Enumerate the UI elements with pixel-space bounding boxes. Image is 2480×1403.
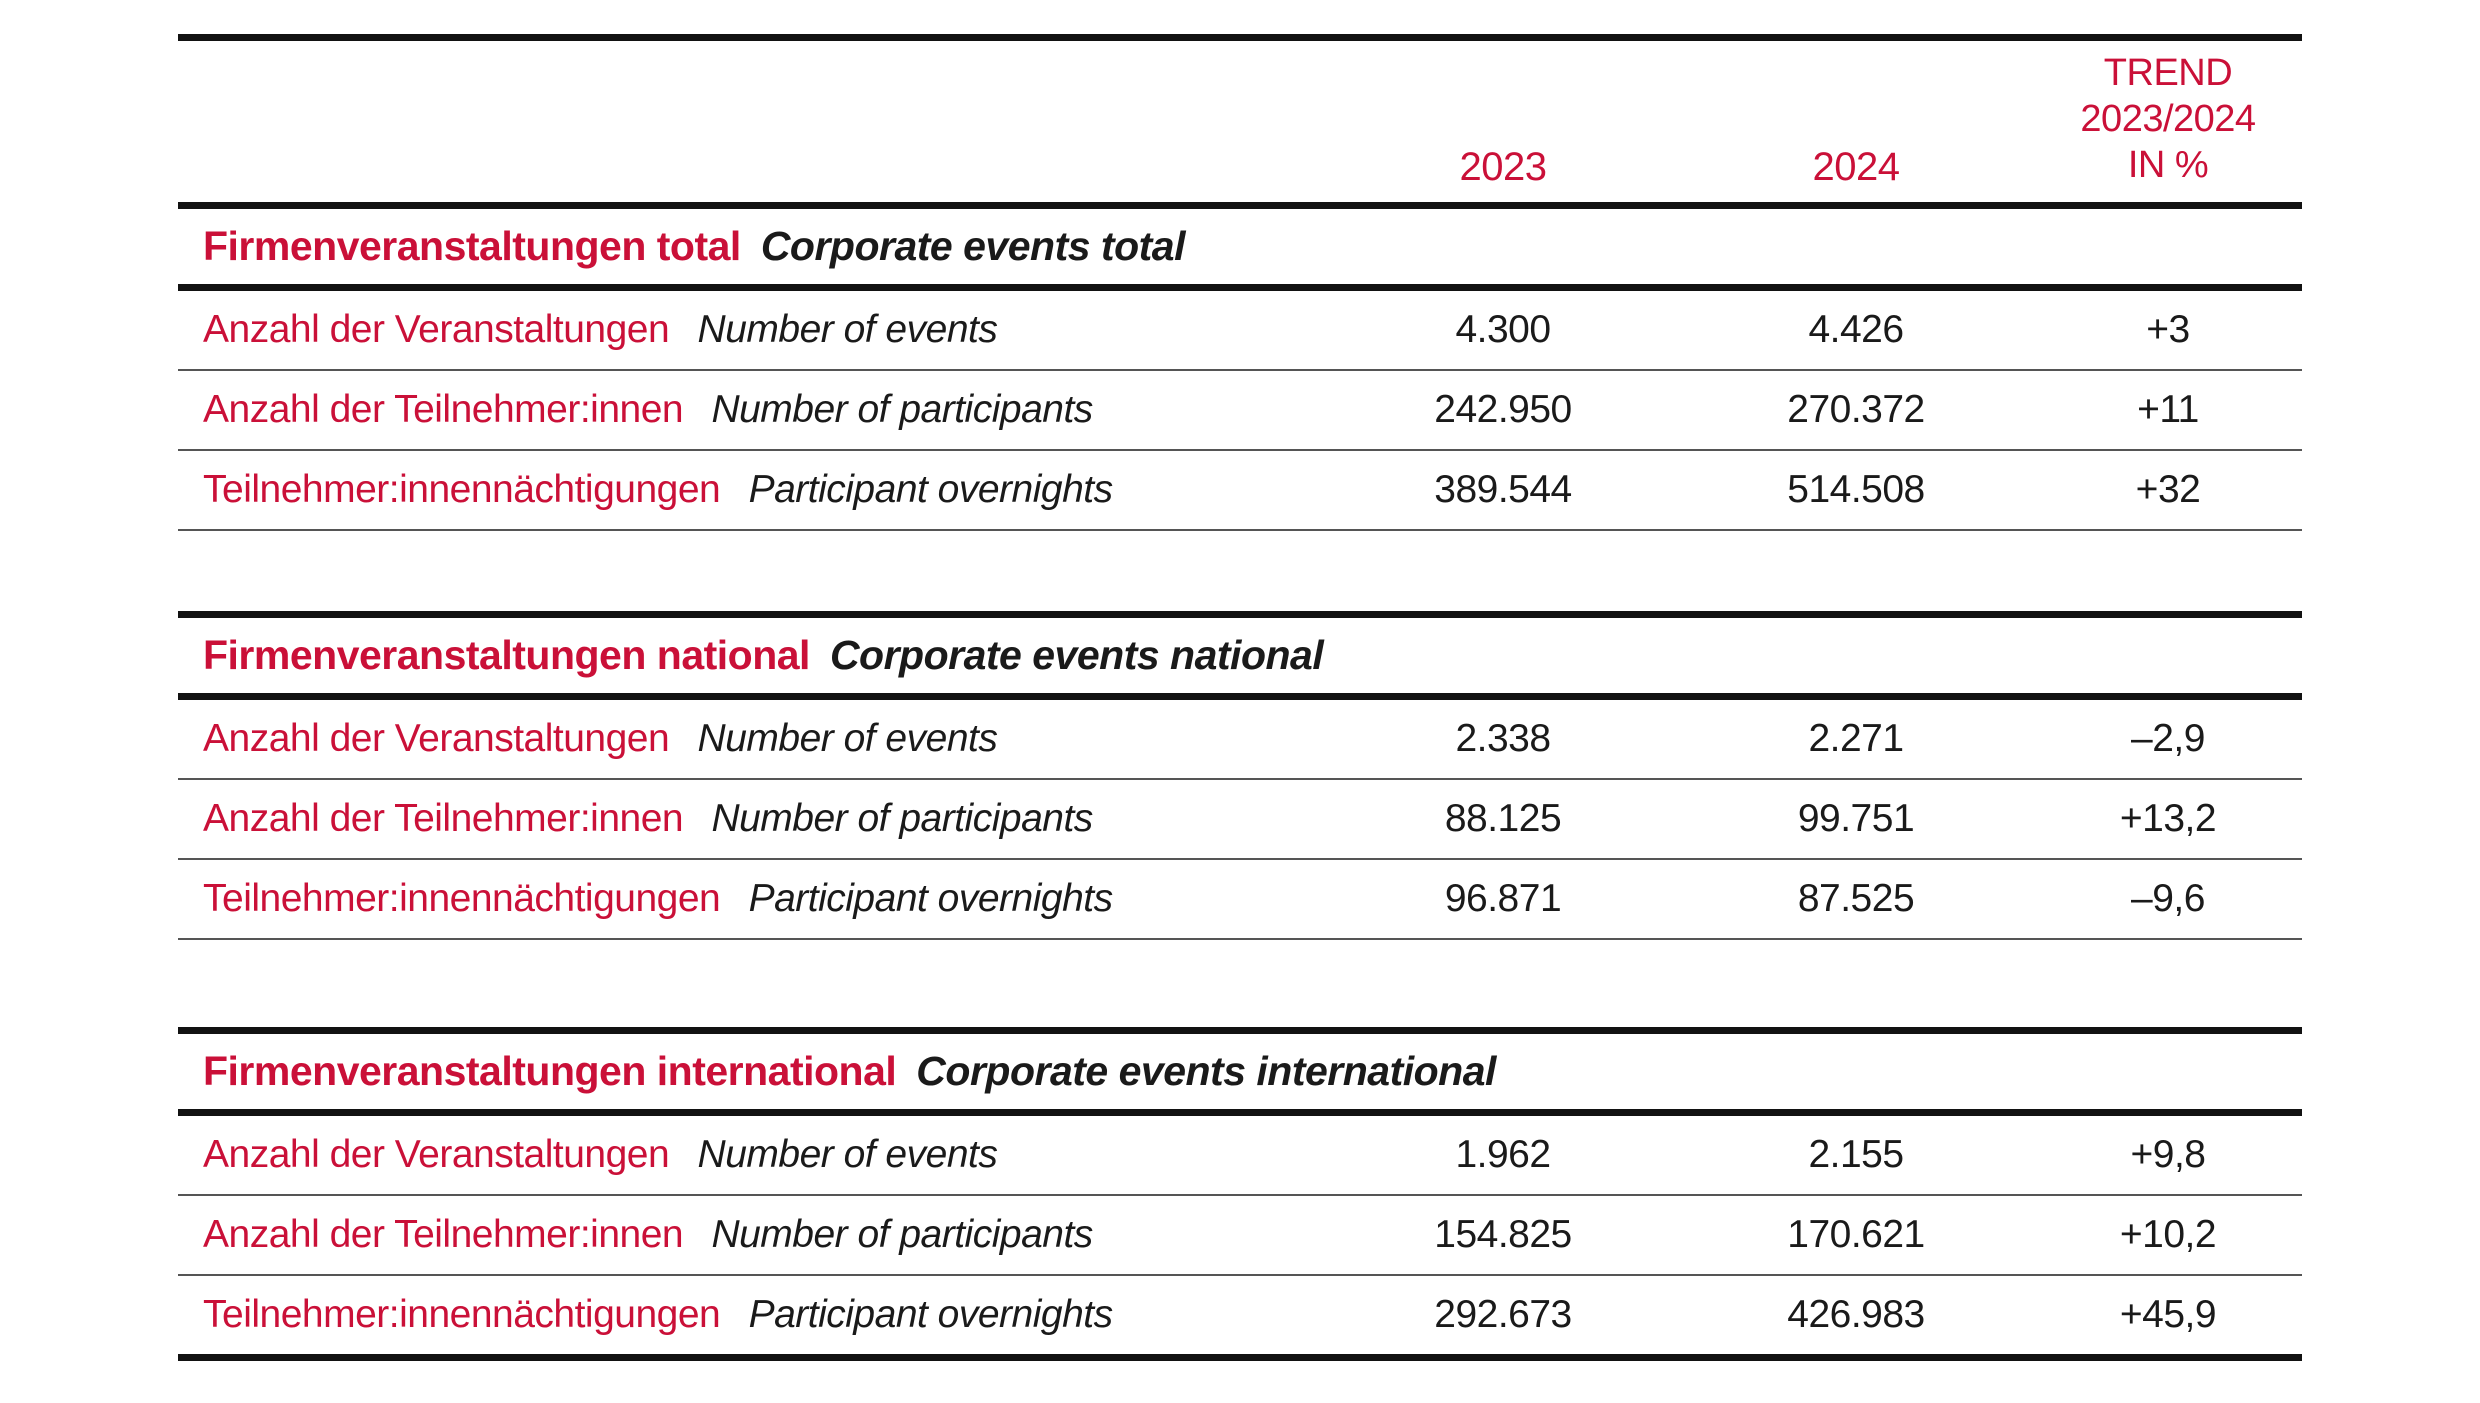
corporate-events-statistics-table: 2023 2024 TREND 2023/2024 IN % Firmenver…	[178, 34, 2302, 1361]
value-2023: 2.338	[1455, 717, 1551, 760]
value-2023: 96.871	[1444, 877, 1562, 920]
row-label-de: Anzahl der Veranstaltungen	[203, 1133, 670, 1176]
section-title-row: Firmenveranstaltungen national Corporate…	[178, 618, 2302, 700]
table-row: Teilnehmer:innennächtigungen Participant…	[178, 451, 2302, 531]
value-2023: 1.962	[1455, 1133, 1551, 1176]
table-row: Anzahl der Veranstaltungen Number of eve…	[178, 1116, 2302, 1196]
value-2023: 4.300	[1455, 308, 1551, 351]
value-2024: 514.508	[1787, 468, 1925, 511]
section-title-row: Firmenveranstaltungen international Corp…	[178, 1034, 2302, 1116]
value-2023: 154.825	[1434, 1213, 1572, 1256]
section-international: Firmenveranstaltungen international Corp…	[178, 1027, 2302, 1361]
value-2023: 242.950	[1434, 388, 1572, 431]
row-label-en: Number of participants	[711, 1213, 1093, 1256]
section-title-de: Firmenveranstaltungen international	[203, 1048, 897, 1094]
column-header-2024: 2024	[1812, 145, 1900, 189]
value-trend: +3	[2146, 308, 2190, 351]
section-total: Firmenveranstaltungen total Corporate ev…	[178, 209, 2302, 531]
table-row: Teilnehmer:innennächtigungen Participant…	[178, 860, 2302, 940]
row-label-de: Anzahl der Teilnehmer:innen	[203, 388, 684, 431]
row-label-en: Number of events	[697, 717, 998, 760]
row-label-en: Number of participants	[711, 388, 1093, 431]
value-2024: 426.983	[1787, 1293, 1925, 1336]
value-2024: 2.271	[1808, 717, 1904, 760]
table-row: Anzahl der Teilnehmer:innen Number of pa…	[178, 780, 2302, 860]
row-label-en: Participant overnights	[748, 877, 1114, 920]
value-2023: 292.673	[1434, 1293, 1572, 1336]
value-2023: 88.125	[1444, 797, 1562, 840]
row-label-en: Number of events	[697, 308, 998, 351]
row-label-en: Number of events	[697, 1133, 998, 1176]
value-trend: –9,6	[2131, 877, 2205, 920]
table-header-row: 2023 2024 TREND 2023/2024 IN %	[178, 41, 2302, 209]
table-row: Teilnehmer:innennächtigungen Participant…	[178, 1276, 2302, 1361]
value-trend: +13,2	[2119, 797, 2217, 840]
value-trend: +32	[2135, 468, 2201, 511]
section-national: Firmenveranstaltungen national Corporate…	[178, 611, 2302, 940]
value-2023: 389.544	[1434, 468, 1572, 511]
section-title-en: Corporate events international	[916, 1048, 1496, 1094]
value-2024: 99.751	[1797, 797, 1915, 840]
value-trend: +11	[2137, 388, 2199, 431]
row-label-de: Anzahl der Teilnehmer:innen	[203, 1213, 684, 1256]
row-label-en: Participant overnights	[748, 1293, 1114, 1336]
value-2024: 2.155	[1808, 1133, 1904, 1176]
row-label-de: Teilnehmer:innennächtigungen	[203, 468, 721, 511]
value-2024: 4.426	[1808, 308, 1904, 351]
column-header-2023: 2023	[1459, 145, 1547, 189]
table-row: Anzahl der Veranstaltungen Number of eve…	[178, 291, 2302, 371]
row-label-de: Teilnehmer:innennächtigungen	[203, 1293, 721, 1336]
row-label-de: Anzahl der Veranstaltungen	[203, 308, 670, 351]
row-label-de: Anzahl der Veranstaltungen	[203, 717, 670, 760]
row-label-en: Participant overnights	[748, 468, 1114, 511]
section-title-de: Firmenveranstaltungen national	[203, 632, 810, 678]
value-trend: +45,9	[2119, 1293, 2217, 1336]
row-label-en: Number of participants	[711, 797, 1093, 840]
value-trend: +9,8	[2130, 1133, 2207, 1176]
value-trend: +10,2	[2119, 1213, 2217, 1256]
value-2024: 270.372	[1787, 388, 1925, 431]
section-title-en: Corporate events national	[829, 632, 1324, 678]
table-row: Anzahl der Teilnehmer:innen Number of pa…	[178, 1196, 2302, 1276]
section-title-de: Firmenveranstaltungen total	[203, 223, 741, 269]
value-trend: –2,9	[2131, 717, 2205, 760]
value-2024: 87.525	[1797, 877, 1915, 920]
table-row: Anzahl der Teilnehmer:innen Number of pa…	[178, 371, 2302, 451]
section-title-row: Firmenveranstaltungen total Corporate ev…	[178, 209, 2302, 291]
table-row: Anzahl der Veranstaltungen Number of eve…	[178, 700, 2302, 780]
row-label-de: Anzahl der Teilnehmer:innen	[203, 797, 684, 840]
row-label-de: Teilnehmer:innennächtigungen	[203, 877, 721, 920]
section-title-en: Corporate events total	[760, 223, 1186, 269]
column-header-trend: TREND 2023/2024 IN %	[2080, 52, 2256, 186]
value-2024: 170.621	[1787, 1213, 1925, 1256]
